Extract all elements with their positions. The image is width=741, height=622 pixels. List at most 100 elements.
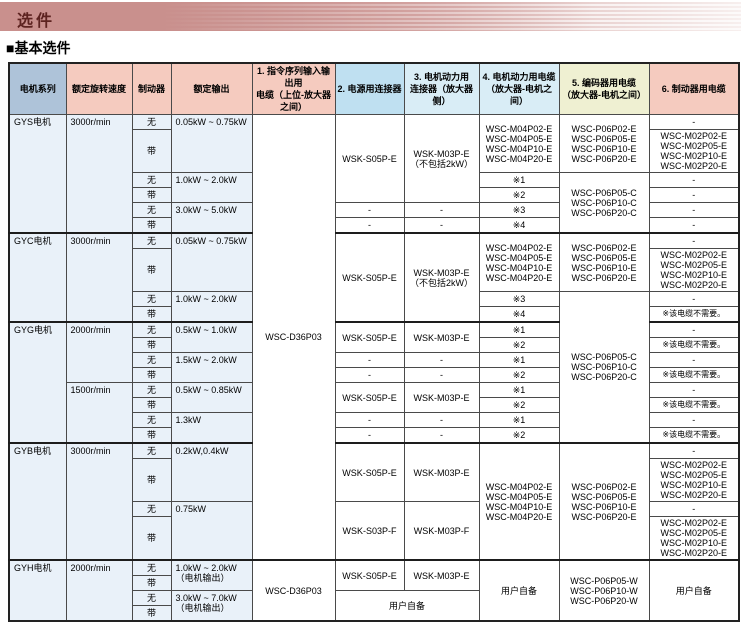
brake-cell: 带	[131, 306, 172, 323]
section-title: ■基本选件	[6, 40, 71, 56]
part-cell: ※1	[478, 382, 560, 398]
output-cell: 1.0kW ~ 2.0kW	[170, 291, 253, 323]
page-banner: 选件	[0, 2, 741, 31]
table-row: 带 WSC-M02P02-E WSC-M02P05-E WSC-M02P10-E …	[9, 129, 740, 173]
part-cell: -	[648, 114, 740, 130]
part-cell: -	[334, 217, 405, 234]
table-row: GYH电机 2000r/min 无 1.0kW ~ 2.0kW （电机输出） WSC-D…	[8, 559, 740, 622]
part-cell: WSC-P06P02-E WSC-P06P05-E WSC-P06P10-E W…	[558, 114, 650, 173]
brake-cell: 无	[131, 232, 172, 249]
part-cell: -	[403, 217, 480, 234]
output-cell: 0.05kW ~ 0.75kW	[170, 114, 253, 173]
speed-cell: 2000r/min	[65, 321, 133, 383]
part-cell: WSC-D36P03	[251, 559, 336, 622]
brake-cell: 无	[131, 382, 172, 398]
part-cell: -	[334, 412, 405, 428]
motor-series-cell: GYB电机	[8, 442, 67, 561]
brake-cell: 带	[131, 397, 172, 413]
table-row: 带 - - ※2 ※该电缆不需要。	[9, 367, 740, 383]
table-row: GYB电机 3000r/min 无 0.2kW,0.4kW WSK-S05P-E WSK-…	[8, 442, 740, 561]
part-cell: ※2	[478, 367, 560, 383]
part-cell: 用户自备	[334, 590, 480, 622]
part-cell: ※4	[478, 306, 560, 323]
part-cell: WSK-M03P-E	[403, 382, 480, 413]
part-cell: WSC-P06P05-W WSC-P06P10-W WSC-P06P20-W	[558, 559, 650, 622]
part-cell: -	[403, 352, 480, 368]
part-cell: -	[334, 367, 405, 383]
part-cell: WSK-M03P-E	[403, 559, 480, 591]
speed-cell: 1500r/min	[65, 382, 133, 444]
part-cell: WSK-S05P-E	[334, 559, 405, 591]
brake-cell: 带	[131, 367, 172, 383]
table-row: GYS电机 3000r/min 无 0.05kW ~ 0.75kW WSC-D36P03…	[8, 114, 740, 561]
part-cell: 用户自备	[478, 559, 560, 622]
column-header: 5. 编码器用电缆 （放大器-电机之间）	[558, 62, 650, 115]
table-row: 带 WSC-M02P02-E WSC-M02P05-E WSC-M02P10-E …	[9, 458, 740, 502]
brake-cell: 带	[131, 217, 172, 234]
output-cell: 1.0kW ~ 2.0kW	[170, 172, 253, 203]
part-cell: WSK-M03P-E	[403, 321, 480, 353]
brake-cell: 带	[131, 337, 172, 353]
brake-cell: 无	[131, 442, 172, 459]
motor-series-cell: GYS电机	[8, 114, 67, 234]
part-cell: WSK-S05P-E	[334, 382, 405, 413]
part-cell: WSC-M02P02-E WSC-M02P05-E WSC-M02P10-E W…	[648, 248, 740, 292]
column-header: 2. 电源用连接器	[334, 62, 405, 115]
part-cell: ※1	[478, 352, 560, 368]
page-title: 选件	[17, 13, 56, 30]
part-cell: WSK-S05P-E	[334, 232, 405, 323]
part-cell: -	[403, 367, 480, 383]
brake-cell: 带	[131, 248, 172, 292]
part-cell: ※该电缆不需要。	[648, 367, 740, 383]
part-cell: -	[334, 427, 405, 444]
part-cell: WSC-P06P05-C WSC-P06P10-C WSC-P06P20-C	[558, 291, 650, 444]
column-header: 制动器	[131, 62, 172, 115]
part-cell: -	[403, 202, 480, 218]
table-row: 带 WSC-M02P02-E WSC-M02P05-E WSC-M02P10-E …	[9, 248, 740, 292]
part-cell: -	[334, 352, 405, 368]
part-cell: ※该电缆不需要。	[648, 397, 740, 413]
table-row: 1500r/min 无 0.5kW ~ 0.85kW WSK-S05P-E WSK-M0…	[9, 382, 740, 444]
brake-cell: 无	[131, 202, 172, 218]
table-row: 无 1.0kW ~ 2.0kW ※3 WSC-P06P05-C WSC-P06P10-…	[9, 291, 740, 444]
column-header: 额定旋转速度	[65, 62, 133, 115]
table-row: 带 - - ※4-	[9, 217, 740, 234]
part-cell: WSC-P06P02-E WSC-P06P05-E WSC-P06P10-E W…	[558, 442, 650, 561]
part-cell: ※2	[478, 397, 560, 413]
brake-cell: 无	[131, 114, 172, 130]
part-cell: WSK-M03P-E （不包括2kW）	[403, 232, 480, 323]
part-cell: WSC-M04P02-E WSC-M04P05-E WSC-M04P10-E W…	[478, 114, 560, 173]
part-cell: -	[648, 382, 740, 398]
part-cell: ※2	[478, 337, 560, 353]
part-cell: WSC-D36P03	[251, 114, 336, 561]
brake-cell: 无	[131, 321, 172, 338]
part-cell: ※2	[478, 427, 560, 444]
brake-cell: 无	[131, 352, 172, 368]
part-cell: -	[648, 412, 740, 428]
part-cell: -	[648, 202, 740, 218]
speed-cell: 2000r/min	[65, 559, 133, 622]
part-cell: -	[403, 427, 480, 444]
part-cell: -	[648, 321, 740, 338]
part-cell: WSC-M02P02-E WSC-M02P05-E WSC-M02P10-E W…	[648, 129, 740, 173]
part-cell: WSC-P06P02-E WSC-P06P05-E WSC-P06P10-E W…	[558, 232, 650, 292]
output-cell: 3.0kW ~ 5.0kW	[170, 202, 253, 234]
motor-series-cell: GYG电机	[8, 321, 67, 444]
part-cell: -	[648, 172, 740, 188]
part-cell: ※1	[478, 172, 560, 188]
part-cell: ※1	[478, 321, 560, 338]
motor-series-cell: GYH电机	[8, 559, 67, 622]
output-cell: 3.0kW ~ 7.0kW （电机输出）	[170, 590, 253, 622]
header-row: 电机系列 额定旋转速度 制动器 额定输出 1. 指令序列输入输出用 电缆（上位-放大器之…	[8, 62, 740, 115]
basic-options-table: 电机系列 额定旋转速度 制动器 额定输出 1. 指令序列输入输出用 电缆（上位-放大器之…	[8, 62, 740, 622]
part-cell: WSC-M02P02-E WSC-M02P05-E WSC-M02P10-E W…	[648, 458, 740, 502]
part-cell: WSK-S03P-F	[334, 501, 405, 561]
column-header: 6. 制动器用电缆	[648, 62, 740, 115]
speed-cell: 3000r/min	[65, 232, 133, 323]
table-row: GYC电机 3000r/min 无 0.05kW ~ 0.75kW WSK-S05P-E…	[8, 232, 740, 323]
part-cell: WSK-M03P-E （不包括2kW）	[403, 114, 480, 203]
brake-cell: 无	[131, 412, 172, 428]
table-row: 无 3.0kW ~ 5.0kW - - ※3-	[9, 202, 740, 234]
part-cell: -	[648, 291, 740, 307]
part-cell: -	[648, 352, 740, 368]
